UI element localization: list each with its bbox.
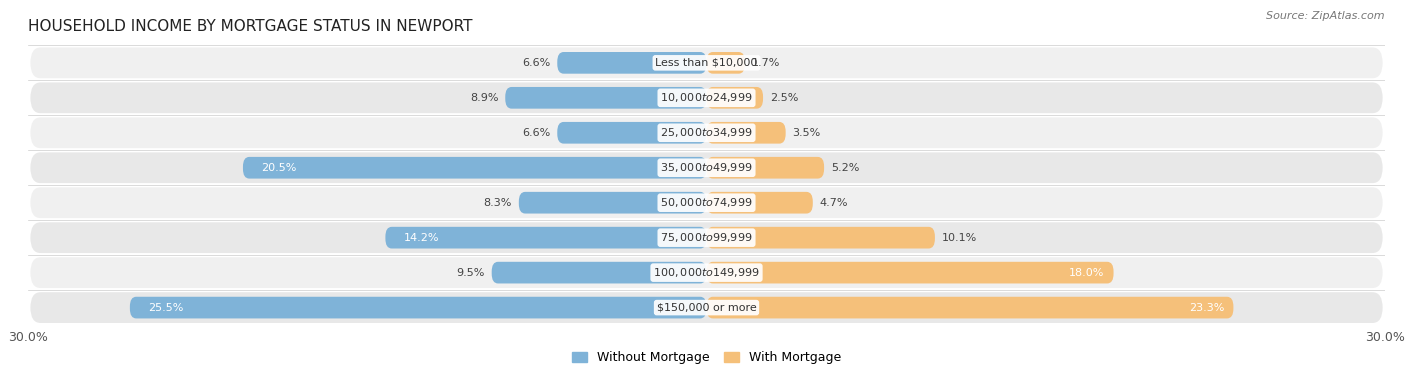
FancyBboxPatch shape xyxy=(31,48,1382,78)
Text: 6.6%: 6.6% xyxy=(522,58,551,68)
FancyBboxPatch shape xyxy=(31,257,1382,288)
Text: Source: ZipAtlas.com: Source: ZipAtlas.com xyxy=(1267,11,1385,21)
FancyBboxPatch shape xyxy=(31,82,1382,113)
Text: $150,000 or more: $150,000 or more xyxy=(657,303,756,313)
Text: 23.3%: 23.3% xyxy=(1189,303,1225,313)
Text: 6.6%: 6.6% xyxy=(522,128,551,138)
Text: 8.3%: 8.3% xyxy=(484,198,512,208)
Text: $50,000 to $74,999: $50,000 to $74,999 xyxy=(661,196,752,209)
FancyBboxPatch shape xyxy=(557,52,707,74)
Text: 2.5%: 2.5% xyxy=(770,93,799,103)
Text: 9.5%: 9.5% xyxy=(457,268,485,277)
FancyBboxPatch shape xyxy=(707,227,935,248)
Text: $100,000 to $149,999: $100,000 to $149,999 xyxy=(654,266,759,279)
Text: Less than $10,000: Less than $10,000 xyxy=(655,58,758,68)
Text: $25,000 to $34,999: $25,000 to $34,999 xyxy=(661,126,752,139)
FancyBboxPatch shape xyxy=(385,227,707,248)
FancyBboxPatch shape xyxy=(519,192,707,214)
Text: HOUSEHOLD INCOME BY MORTGAGE STATUS IN NEWPORT: HOUSEHOLD INCOME BY MORTGAGE STATUS IN N… xyxy=(28,20,472,34)
Text: 4.7%: 4.7% xyxy=(820,198,848,208)
FancyBboxPatch shape xyxy=(707,157,824,178)
Text: 5.2%: 5.2% xyxy=(831,163,859,173)
Text: 25.5%: 25.5% xyxy=(148,303,183,313)
Text: 14.2%: 14.2% xyxy=(404,233,439,243)
FancyBboxPatch shape xyxy=(31,118,1382,148)
FancyBboxPatch shape xyxy=(31,222,1382,253)
Text: 3.5%: 3.5% xyxy=(793,128,821,138)
Legend: Without Mortgage, With Mortgage: Without Mortgage, With Mortgage xyxy=(567,346,846,369)
Text: $35,000 to $49,999: $35,000 to $49,999 xyxy=(661,161,752,174)
FancyBboxPatch shape xyxy=(243,157,707,178)
FancyBboxPatch shape xyxy=(31,152,1382,183)
Text: 18.0%: 18.0% xyxy=(1069,268,1105,277)
FancyBboxPatch shape xyxy=(707,122,786,144)
Text: $75,000 to $99,999: $75,000 to $99,999 xyxy=(661,231,752,244)
Text: 20.5%: 20.5% xyxy=(262,163,297,173)
FancyBboxPatch shape xyxy=(129,297,707,318)
FancyBboxPatch shape xyxy=(31,187,1382,218)
FancyBboxPatch shape xyxy=(707,87,763,108)
FancyBboxPatch shape xyxy=(505,87,707,108)
Text: 10.1%: 10.1% xyxy=(942,233,977,243)
FancyBboxPatch shape xyxy=(492,262,707,284)
FancyBboxPatch shape xyxy=(707,52,745,74)
Text: 8.9%: 8.9% xyxy=(470,93,499,103)
FancyBboxPatch shape xyxy=(707,192,813,214)
Text: $10,000 to $24,999: $10,000 to $24,999 xyxy=(661,91,752,104)
FancyBboxPatch shape xyxy=(707,297,1233,318)
FancyBboxPatch shape xyxy=(707,262,1114,284)
Text: 1.7%: 1.7% xyxy=(752,58,780,68)
FancyBboxPatch shape xyxy=(557,122,707,144)
FancyBboxPatch shape xyxy=(31,292,1382,323)
